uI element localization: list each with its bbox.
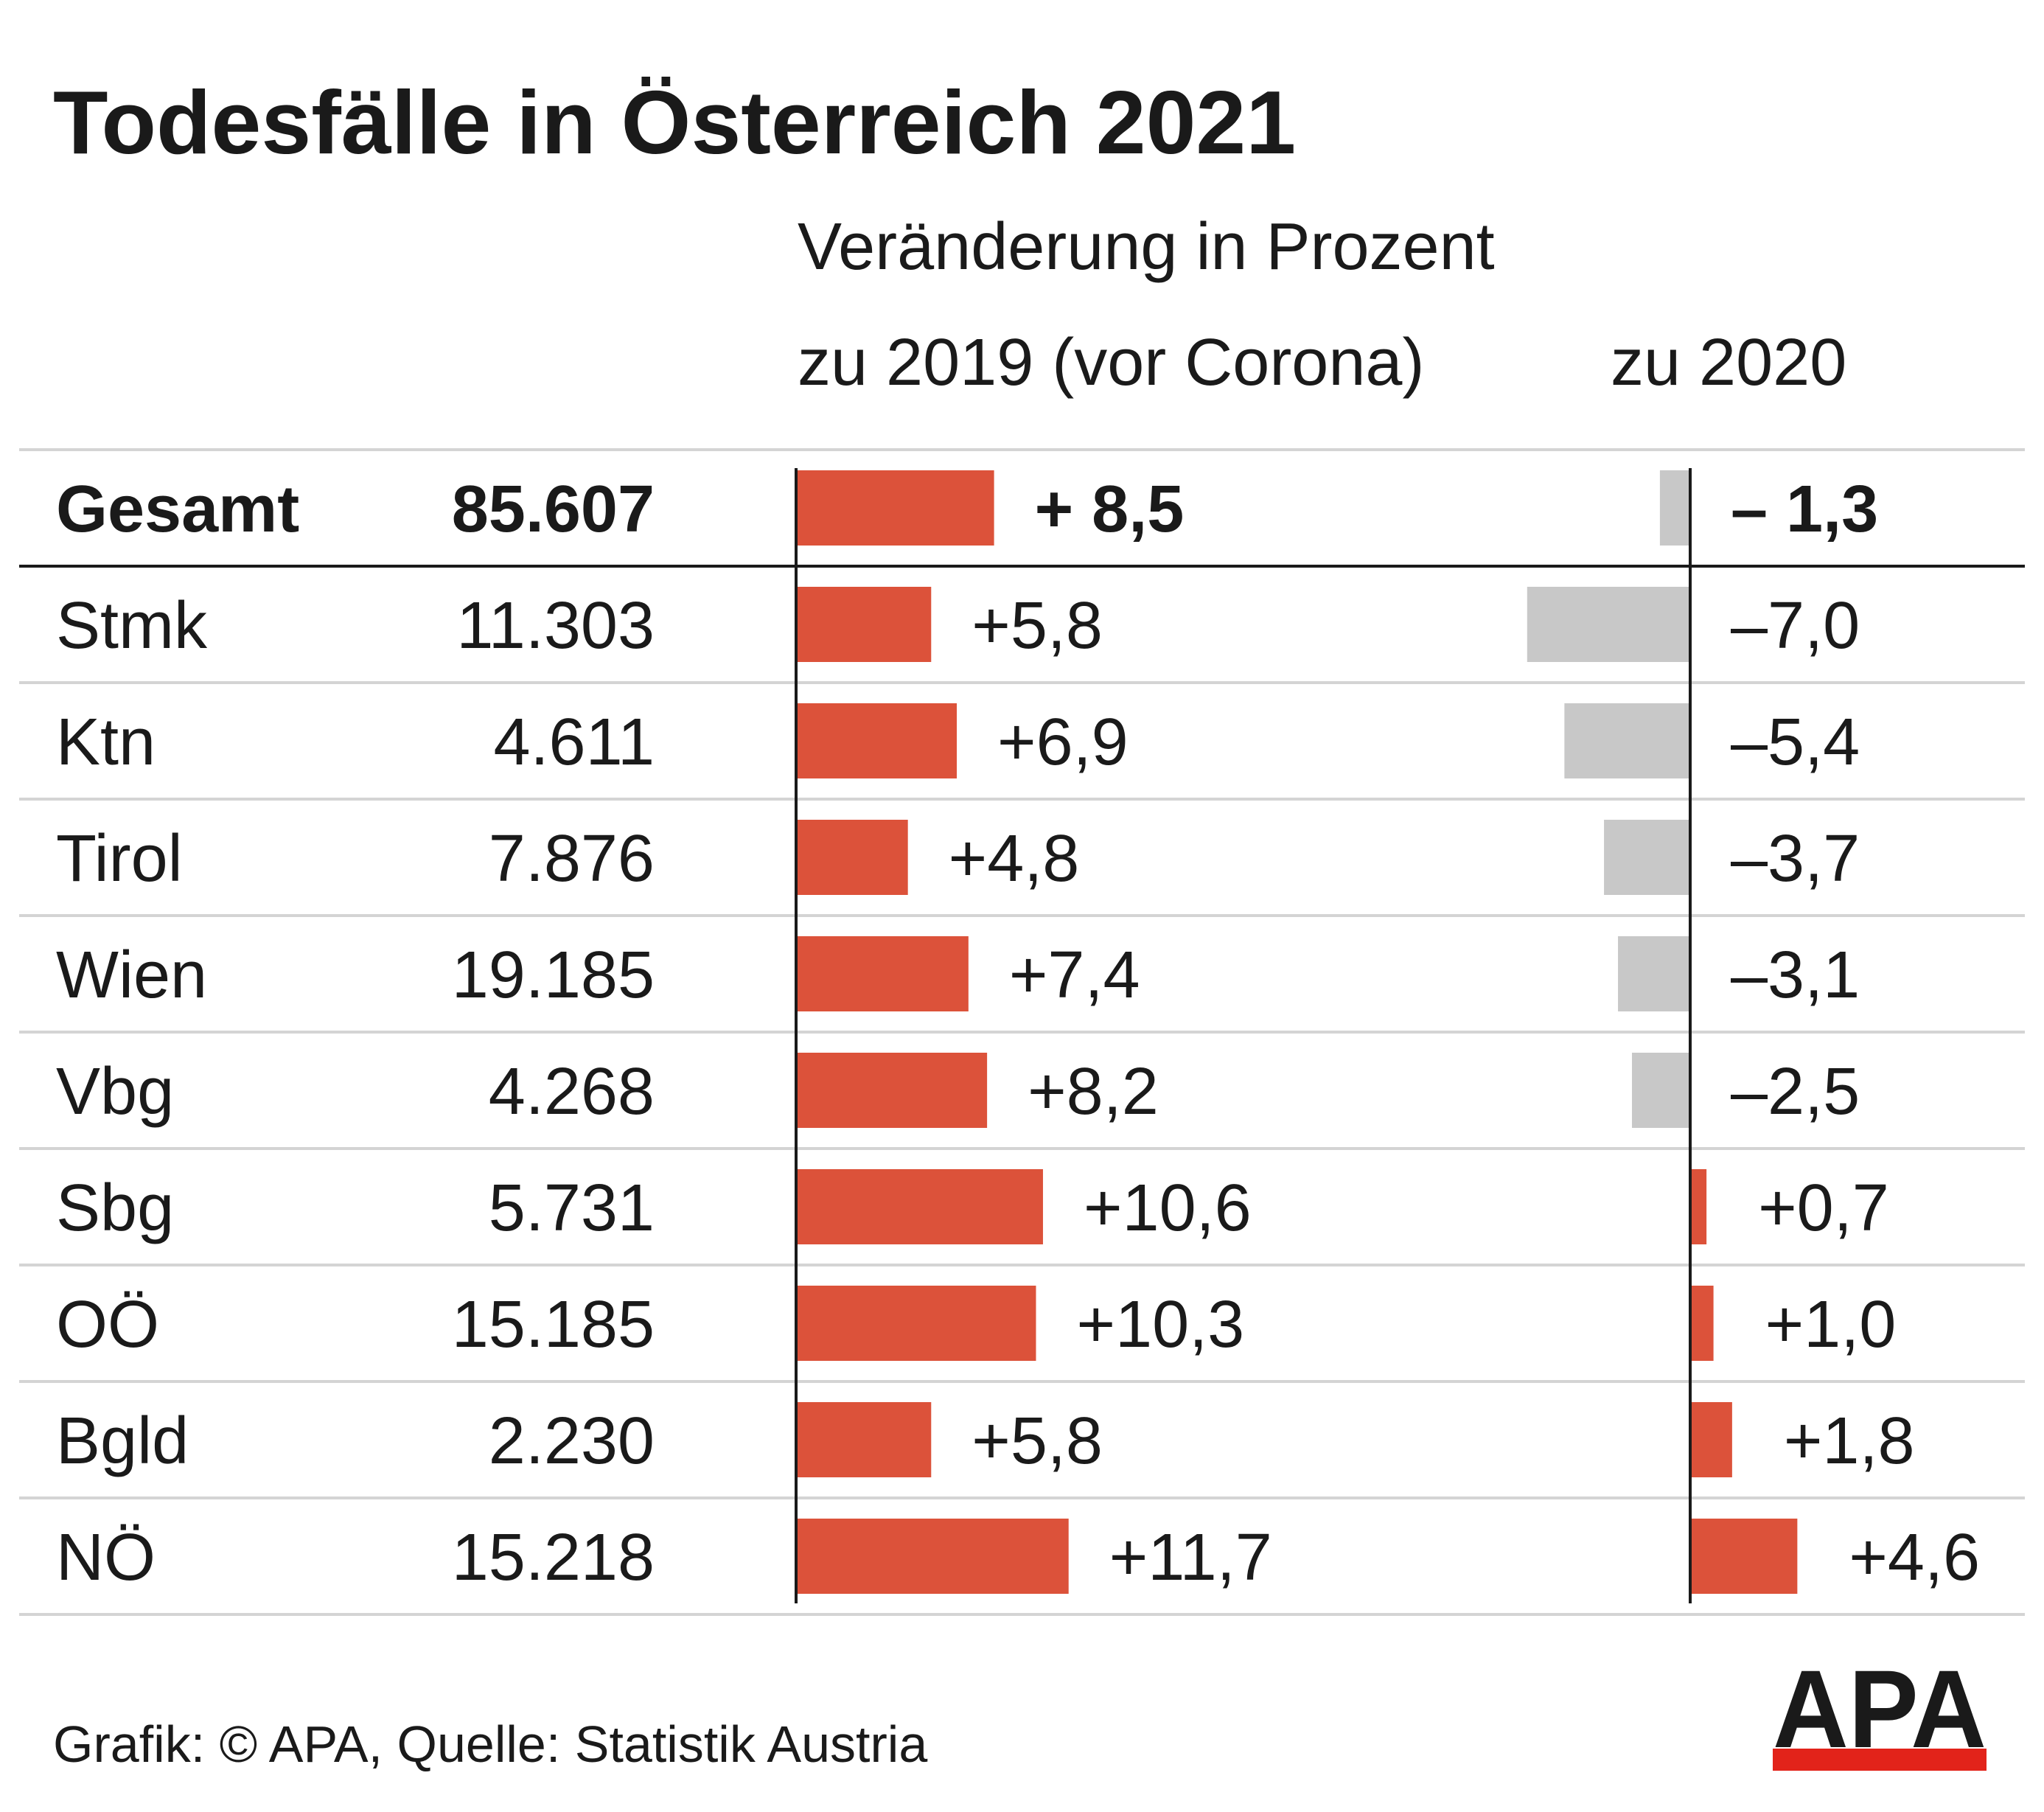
row-sbg-bar-2019	[796, 1169, 1043, 1244]
row-bgld-count: 2.230	[489, 1404, 655, 1478]
apa-logo: APA	[1773, 1647, 1987, 1771]
row-bgld-label: Bgld	[56, 1404, 189, 1478]
row-wien-value-2020: –3,1	[1731, 938, 1860, 1012]
row-ktn-value-2020: –5,4	[1731, 705, 1860, 779]
logo-red-bar	[1773, 1749, 1987, 1771]
row-sbg-count: 5.731	[489, 1171, 655, 1245]
header-vs-2020: zu 2020	[1611, 326, 1846, 400]
row-sbg-value-2019: +10,6	[1084, 1171, 1252, 1245]
row-ktn-bar-2020	[1564, 703, 1690, 778]
row-wien-count: 19.185	[452, 938, 655, 1012]
row-stmk-label: Stmk	[56, 589, 208, 663]
row-tirol-bar-2019	[796, 820, 908, 895]
row-ktn-value-2019: +6,9	[997, 705, 1129, 779]
chart-title: Todesfälle in Österreich 2021	[53, 72, 1296, 173]
row-oö-count: 15.185	[452, 1288, 655, 1362]
chart-subtitle: Veränderung in Prozent	[798, 210, 1495, 284]
row-vbg-count: 4.268	[489, 1055, 655, 1129]
row-vbg-label: Vbg	[56, 1055, 174, 1129]
row-sbg-label: Sbg	[56, 1171, 174, 1245]
total-value-2019: + 8,5	[1035, 473, 1185, 546]
total-count: 85.607	[452, 473, 655, 546]
row-vbg-bar-2020	[1632, 1053, 1690, 1128]
row-bgld-bar-2020	[1690, 1402, 1732, 1477]
rows-layer: Gesamt 85.607 + 8,5 – 1,3 Stmk 11.303 +5,8 –7,0…	[19, 448, 2025, 1616]
row-wien-bar-2020	[1618, 936, 1690, 1011]
row-wien-label: Wien	[56, 938, 207, 1012]
row-bgld-value-2020: +1,8	[1784, 1404, 1915, 1478]
row-tirol-value-2019: +4,8	[949, 822, 1080, 896]
row-nö-bar-2020	[1690, 1519, 1798, 1594]
row-sbg-value-2020: +0,7	[1758, 1171, 1889, 1245]
row-ktn-bar-2019	[796, 703, 958, 778]
row-wien-value-2019: +7,4	[1009, 938, 1140, 1012]
row-tirol-count: 7.876	[489, 822, 655, 896]
header-vs-2019: zu 2019 (vor Corona)	[798, 326, 1424, 400]
row-vbg-bar-2019	[796, 1053, 988, 1128]
row-tirol-label: Tirol	[56, 822, 183, 896]
row-stmk-value-2019: +5,8	[972, 589, 1103, 663]
row-wien-bar-2019	[796, 936, 969, 1011]
row-oö-label: OÖ	[56, 1288, 159, 1362]
row-oö-value-2019: +10,3	[1076, 1288, 1244, 1362]
row-nö-label: NÖ	[56, 1521, 156, 1595]
row-vbg-value-2020: –2,5	[1731, 1055, 1860, 1129]
row-sbg-bar-2020	[1690, 1169, 1707, 1244]
footer-source: Grafik: © APA, Quelle: Statistik Austria	[53, 1715, 927, 1773]
total-value-2020: – 1,3	[1731, 473, 1878, 546]
row-nö-bar-2019	[796, 1519, 1069, 1594]
row-nö-count: 15.218	[452, 1521, 655, 1595]
row-bgld-value-2019: +5,8	[972, 1404, 1103, 1478]
total-bar-2020	[1659, 470, 1690, 546]
row-vbg-value-2019: +8,2	[1028, 1055, 1159, 1129]
row-tirol-value-2020: –3,7	[1731, 822, 1860, 896]
row-stmk-count: 11.303	[456, 589, 655, 663]
row-nö-value-2020: +4,6	[1849, 1521, 1980, 1595]
row-tirol-bar-2020	[1604, 820, 1690, 895]
row-stmk-value-2020: –7,0	[1731, 589, 1860, 663]
total-bar-2019	[796, 470, 994, 546]
row-stmk-bar-2019	[796, 587, 932, 662]
row-oö-bar-2020	[1690, 1286, 1714, 1361]
row-oö-value-2020: +1,0	[1765, 1288, 1897, 1362]
total-label: Gesamt	[56, 473, 299, 546]
row-ktn-count: 4.611	[493, 705, 655, 779]
row-oö-bar-2019	[796, 1286, 1036, 1361]
row-bgld-bar-2019	[796, 1402, 932, 1477]
row-ktn-label: Ktn	[56, 705, 156, 779]
row-nö-value-2019: +11,7	[1109, 1521, 1272, 1595]
row-stmk-bar-2020	[1527, 587, 1690, 662]
